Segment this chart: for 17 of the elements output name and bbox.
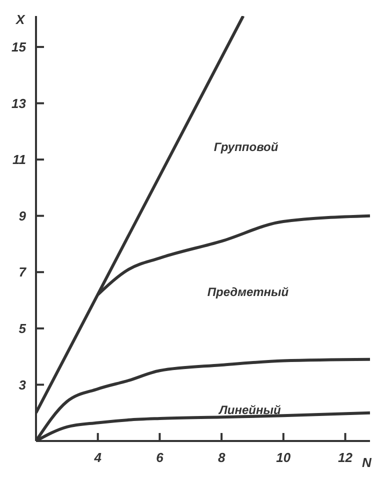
annotation: Линейный (219, 403, 281, 417)
x-tick-label: 6 (156, 450, 164, 466)
x-tick-label: 10 (276, 450, 292, 466)
annotation: Групповой (214, 140, 278, 154)
y-tick-label: 13 (12, 96, 27, 111)
x-tick-label: 4 (93, 450, 102, 466)
y-tick-label: 3 (18, 377, 27, 392)
y-tick-label: 11 (12, 152, 26, 168)
y-axis-title: X (16, 12, 25, 27)
y-tick-label: 15 (12, 40, 27, 55)
y-tick-label: 9 (18, 208, 27, 224)
y-tick-label: 5 (18, 321, 27, 336)
x-axis-title: N (362, 455, 372, 470)
annotation: Предметный (207, 285, 289, 299)
x-tick-label: 8 (218, 450, 226, 466)
x-tick-label: 12 (338, 450, 354, 466)
y-tick-label: 7 (18, 264, 27, 280)
